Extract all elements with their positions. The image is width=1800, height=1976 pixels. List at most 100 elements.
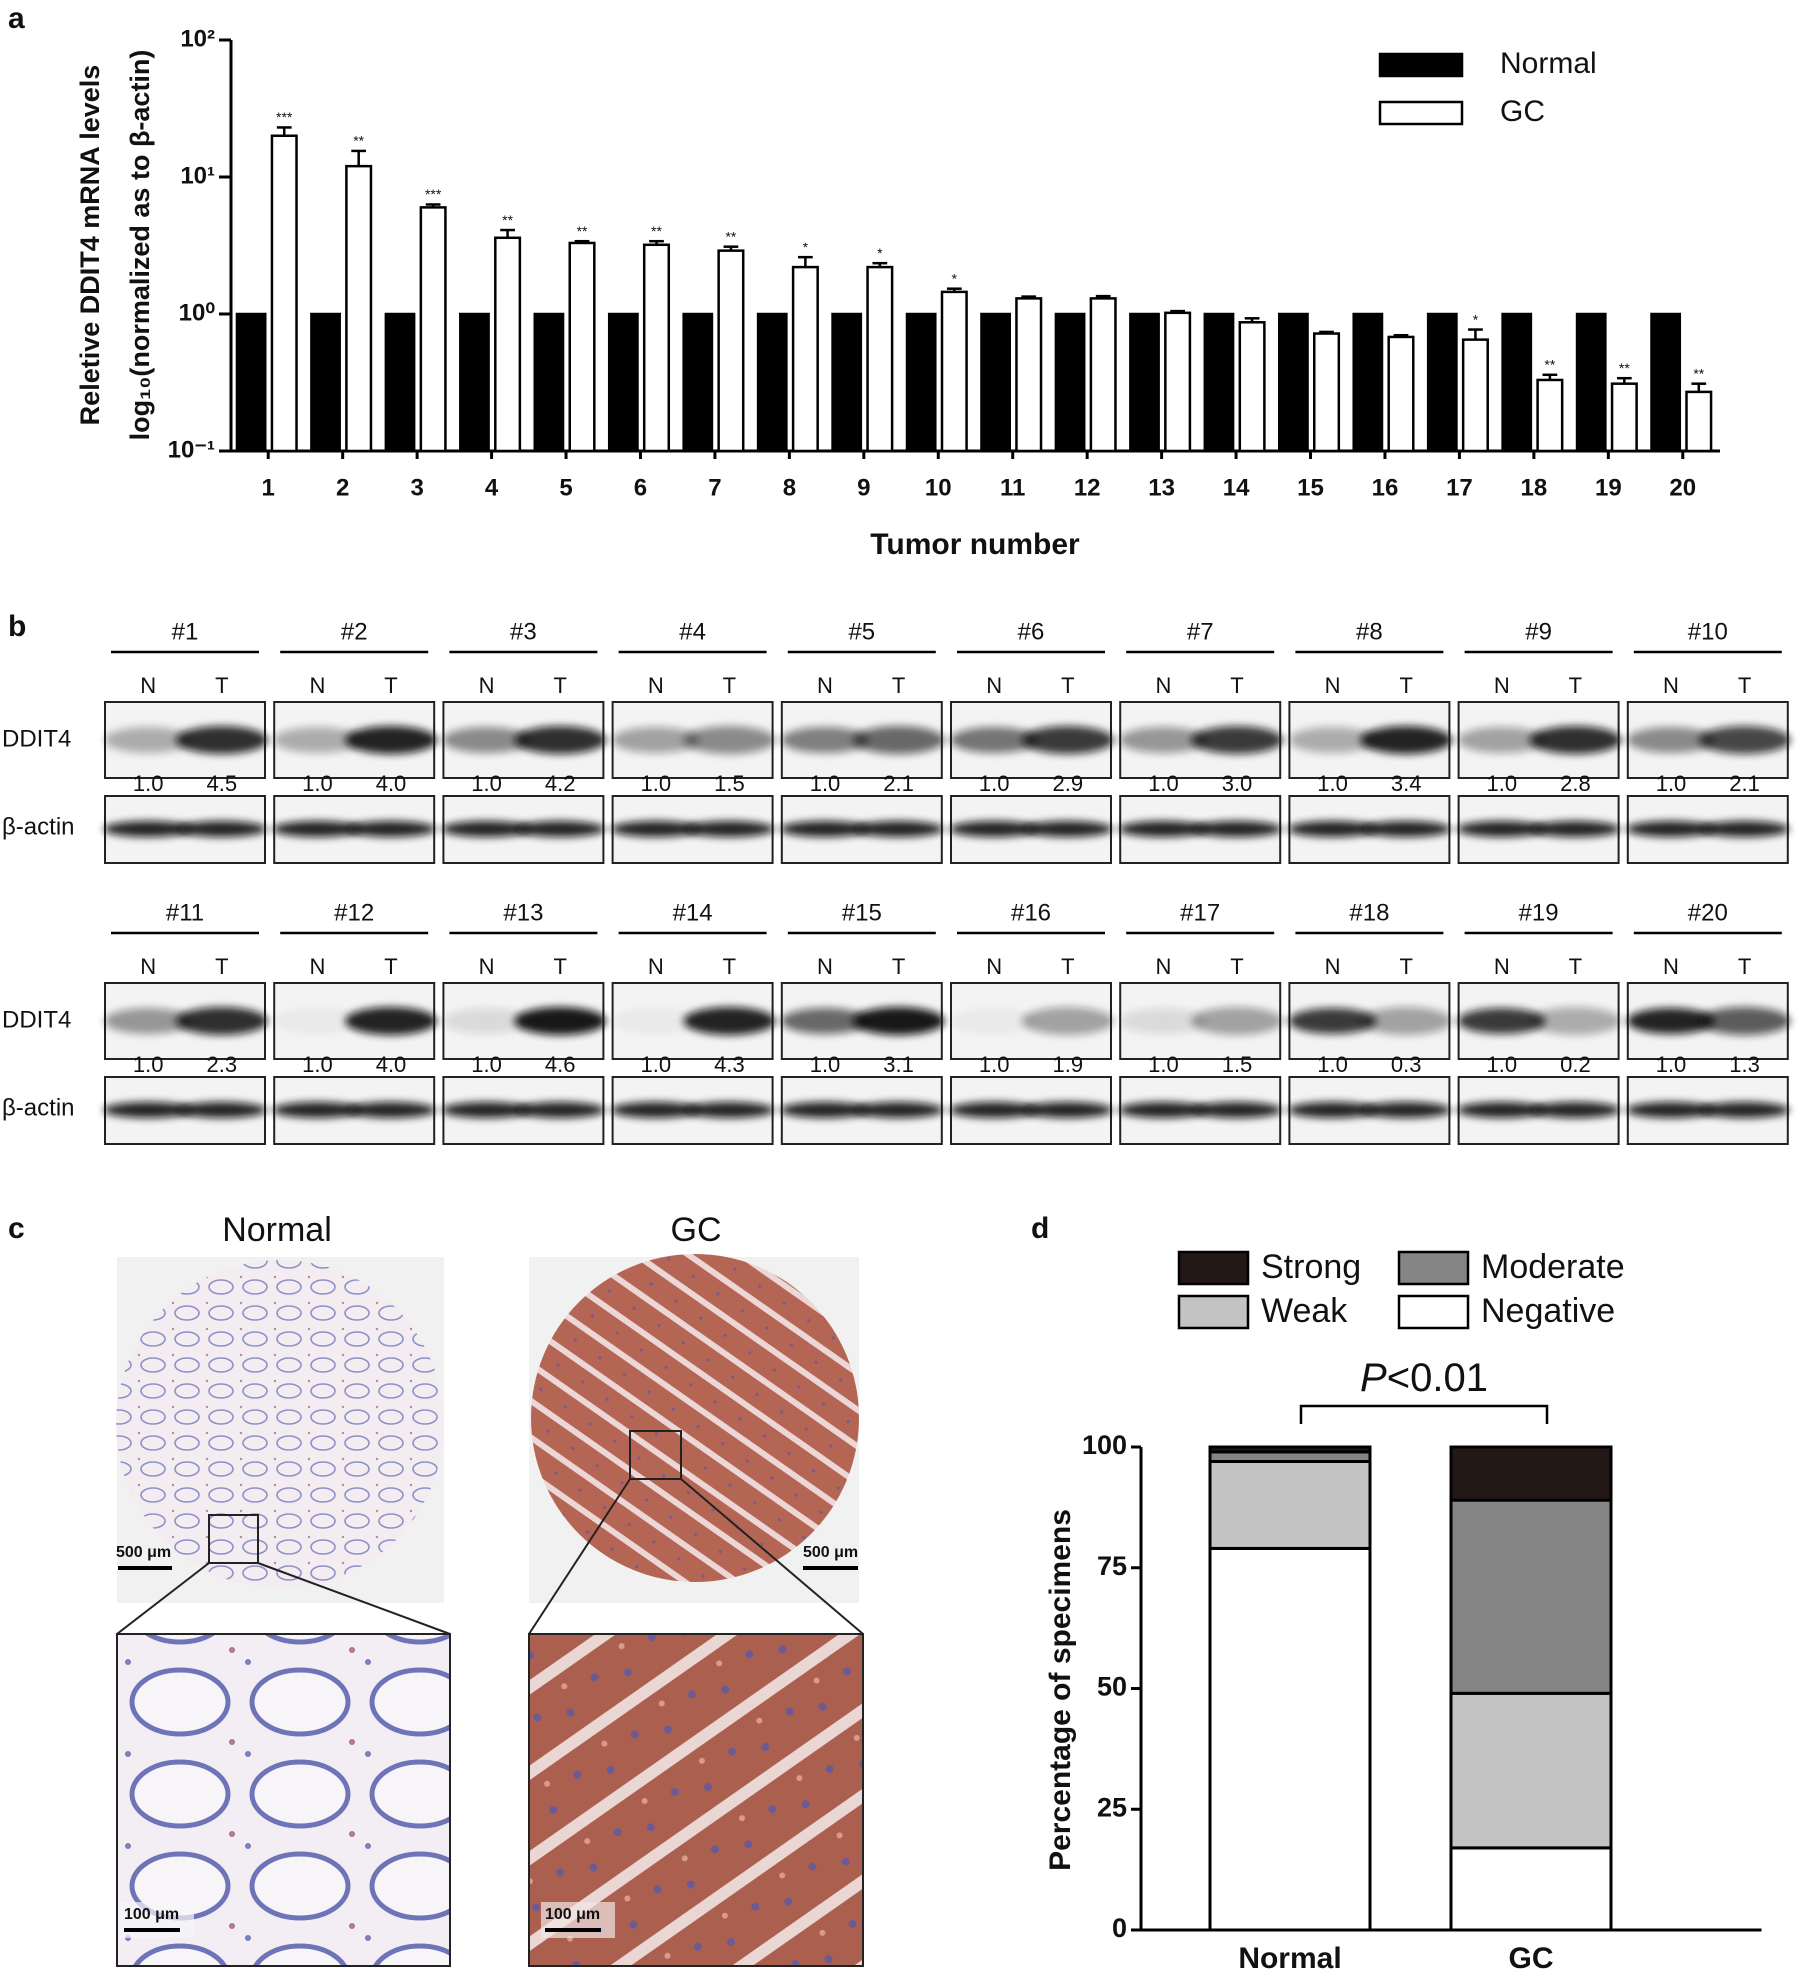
ratio-label: 1.5	[1222, 1052, 1253, 1077]
blot-band	[610, 821, 701, 837]
x-tick-label: Normal	[1238, 1942, 1341, 1975]
bar	[905, 312, 937, 453]
y-axis-title: Reletive DDIT4 mRNA levels	[75, 65, 105, 426]
y-tick-label: 10⁰	[179, 299, 216, 326]
blot-band	[441, 821, 532, 837]
bar	[1575, 312, 1607, 453]
lane-label: N	[1325, 954, 1341, 979]
blot-band	[1627, 727, 1715, 753]
bar	[235, 312, 267, 453]
sample-label: #13	[503, 899, 543, 926]
ratio-label: 1.0	[1317, 771, 1348, 796]
x-tick-label: 16	[1372, 474, 1399, 501]
panel-label: a	[8, 2, 25, 35]
x-tick-label: 15	[1297, 474, 1324, 501]
blot-band	[1457, 727, 1546, 753]
lane-label: N	[1155, 954, 1171, 979]
y-axis-title: Percentage of specimens	[1044, 1509, 1077, 1871]
bar-segment	[1449, 1445, 1613, 1502]
blot-band	[272, 821, 363, 837]
blot-band	[780, 821, 870, 837]
blot-band	[1698, 1007, 1791, 1035]
lane-label: N	[479, 673, 495, 698]
lane-label: T	[1569, 673, 1582, 698]
legend-swatch	[1378, 52, 1464, 78]
blot-band	[1457, 1008, 1546, 1034]
blot-sample: #9 N T 1.0 2.8	[1456, 618, 1622, 864]
blot-band	[345, 726, 437, 754]
lane-label: N	[1663, 954, 1679, 979]
ratio-label: 0.2	[1560, 1052, 1591, 1077]
blot-band	[781, 1008, 869, 1034]
blot-band	[1118, 1102, 1209, 1118]
x-tick-label: 11	[1000, 474, 1025, 501]
blot-band	[684, 1102, 775, 1118]
scale-bar-label: 100 μm	[545, 1906, 600, 1923]
significance: **	[502, 212, 513, 228]
ratio-label: 1.0	[1317, 1052, 1348, 1077]
significance: **	[353, 133, 364, 149]
bar	[1501, 312, 1533, 453]
tma-core	[531, 1254, 859, 1582]
ratio-label: 1.9	[1053, 1052, 1084, 1077]
blot-band	[684, 821, 775, 837]
sample-label: #19	[1519, 899, 1559, 926]
bar	[1352, 312, 1384, 453]
blot-sample: #8 N T 1.0 3.4	[1287, 618, 1453, 864]
sample-label: #5	[848, 618, 875, 645]
significance: ***	[276, 109, 293, 125]
blot-band	[103, 1102, 194, 1118]
lane-label: N	[140, 954, 156, 979]
blot-band	[1192, 821, 1282, 837]
blot-band	[1699, 821, 1790, 837]
blot-band	[950, 727, 1039, 753]
lane-label: T	[215, 673, 228, 698]
blot-sample: #1 N T 1.0 4.5	[103, 618, 268, 864]
bar	[1650, 312, 1682, 453]
ratio-label: 1.0	[302, 771, 333, 796]
lane-label: T	[892, 954, 905, 979]
zoom-line	[680, 1478, 864, 1635]
sample-label: #1	[172, 618, 199, 645]
y-tick-label: 50	[1097, 1672, 1127, 1702]
blot-band	[683, 726, 776, 754]
blot-band	[950, 1008, 1039, 1034]
x-tick-label: 19	[1595, 474, 1622, 501]
ratio-label: 1.5	[714, 771, 745, 796]
bar	[533, 312, 565, 453]
zoom-region	[208, 1514, 259, 1564]
legend-label: Strong	[1261, 1248, 1361, 1286]
blot-band	[1529, 726, 1622, 754]
row-label: β-actin	[2, 1094, 75, 1121]
row-label: β-actin	[2, 813, 75, 840]
ratio-label: 1.0	[133, 1052, 164, 1077]
blot-band	[1021, 1007, 1114, 1035]
panel-label: b	[8, 610, 26, 643]
bar	[1685, 390, 1713, 453]
blot-band	[1022, 821, 1113, 837]
lane-label: T	[1061, 954, 1074, 979]
lane-label: T	[1569, 954, 1582, 979]
bar	[1238, 321, 1266, 453]
bar	[1015, 297, 1043, 453]
zoom-region	[629, 1430, 682, 1480]
blot-band	[441, 1102, 532, 1118]
ratio-label: 1.0	[810, 771, 841, 796]
blot-band	[104, 727, 193, 753]
blot-band	[853, 1102, 944, 1118]
ratio-label: 4.2	[545, 771, 576, 796]
blot-band	[1192, 1102, 1282, 1118]
sample-label: #17	[1180, 899, 1220, 926]
blot-band	[272, 1102, 363, 1118]
blot-sample: #4 N T 1.0 1.5	[610, 618, 776, 864]
ratio-label: 1.0	[641, 1052, 672, 1077]
blot-band	[949, 1102, 1040, 1118]
significance: **	[1693, 365, 1704, 381]
blot-band	[1288, 1008, 1377, 1034]
significance: *	[803, 239, 809, 255]
ratio-label: 1.0	[1148, 771, 1179, 796]
lane-label: N	[648, 673, 664, 698]
bar	[1278, 312, 1309, 453]
ratio-label: 3.1	[883, 1052, 914, 1077]
ratio-label: 2.9	[1053, 771, 1084, 796]
